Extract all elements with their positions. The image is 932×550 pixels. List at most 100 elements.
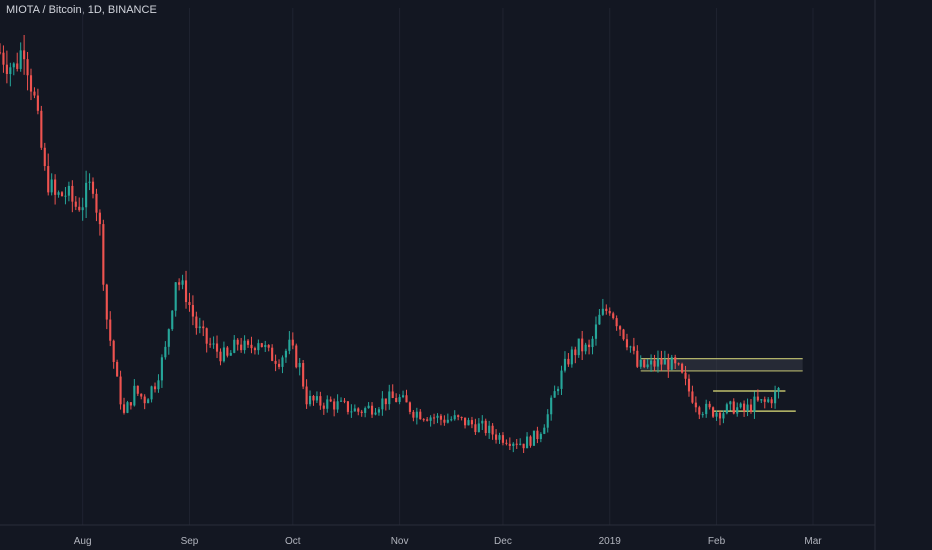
x-tick-label: Sep [181,536,199,547]
candle-body [295,345,298,368]
candle-body [484,420,487,434]
candle-body [708,403,711,408]
candle-body [336,401,339,410]
candle-body [50,179,53,193]
candle-body [9,67,12,75]
candle-body [116,361,119,377]
candle-body [16,63,19,69]
candle-body [136,385,139,394]
candle-body [598,314,601,325]
candle-body [277,363,281,367]
candle-body [560,370,563,389]
candle-body [105,284,108,320]
candle-body [632,346,635,351]
candle-body [753,396,756,412]
candle-body [756,396,759,401]
candle-body [491,425,494,435]
candle-body [33,91,36,96]
candle-body [470,420,474,425]
candle-body [305,386,308,405]
candle-body [395,397,398,402]
candle-body [229,352,232,356]
candle-body [333,401,336,410]
candle-body [767,399,770,402]
candle-body [102,224,105,285]
candle-body [594,324,598,339]
candle-body [88,181,91,183]
candle-body [322,405,325,409]
candle-body [519,443,522,445]
candle-body [364,408,367,413]
candle-body [374,412,377,415]
candle-body [360,411,363,413]
candle-body [284,350,287,358]
chart-title: MIOTA / Bitcoin, 1D, BINANCE [6,4,157,16]
candle-body [443,419,446,423]
candle-body [267,345,270,348]
candle-body [746,404,749,412]
candle-body [591,338,594,348]
candle-body [505,442,508,444]
candle-body [467,420,470,426]
candle-body [498,435,501,440]
candle-body [622,329,625,340]
candle-body [288,339,291,351]
candle-body [488,425,491,434]
candle-body [605,308,608,311]
candle-body [691,391,694,403]
candle-body [140,393,143,397]
candle-body [601,308,604,315]
candle-body [240,344,243,351]
candle-body [0,52,2,54]
candle-body [725,404,728,414]
drawing-zones [640,358,803,412]
candle-body [760,399,763,401]
candle-body [546,414,549,428]
candle-body [763,399,766,402]
candle-body [85,182,88,208]
candle-body [629,346,632,348]
candle-body [705,403,708,415]
grid [82,8,814,525]
price-axis: 0.000050000.000060000.000070000.00008000… [874,0,876,550]
candle-body [701,414,704,416]
candle-body [329,399,332,402]
candle-body [215,343,219,352]
candle-body [529,436,532,446]
candle-body [508,443,511,446]
candle-body [729,401,732,405]
candle-body [112,340,115,362]
candle-body [178,282,181,285]
candle-body [343,400,346,402]
candle-body [212,343,215,345]
candle-body [774,391,777,404]
candle-body [188,302,191,306]
candle-body [243,340,246,351]
candle-body [381,398,384,410]
candle-body [339,400,343,402]
candle-body [174,282,177,311]
candle-body [463,417,467,426]
candle-body [67,185,70,196]
candle-body [315,396,318,401]
candle-body [47,166,50,193]
candle-body [577,338,580,356]
candle-body [718,412,722,419]
candle-body [164,346,167,358]
candle-body [543,427,546,434]
candle-body [271,347,274,361]
candle-body [160,357,163,381]
candle-body [439,415,443,420]
candle-body [12,63,15,68]
candle-body [26,59,29,76]
candle-body [147,399,150,404]
candle-body [722,413,725,419]
candle-body [563,358,567,371]
candle-body [346,401,350,412]
candle-body [615,318,618,327]
candle-body [581,338,584,352]
candle-body [308,395,312,405]
candle-body [91,181,95,194]
candle-body [126,402,129,413]
